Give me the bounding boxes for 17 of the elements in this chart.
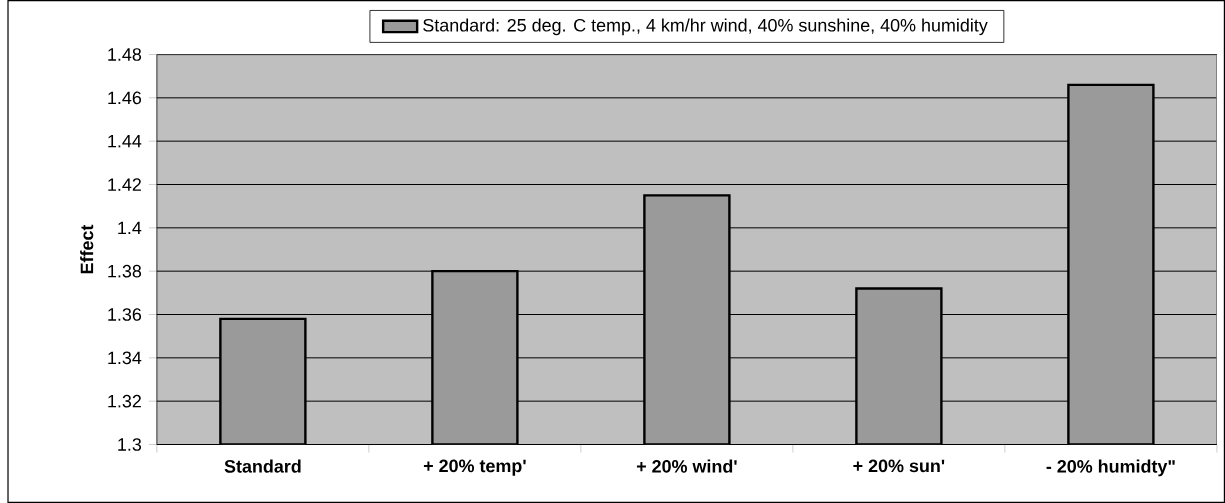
y-tick-label: 1.4 (118, 221, 142, 234)
x-tick-label: - 20% humidty" (1046, 459, 1175, 477)
y-tick-label: 1.34 (108, 351, 142, 365)
x-tick-label: + 20% temp' (423, 459, 526, 476)
y-tick-label: 1.36 (108, 308, 142, 321)
y-tick-label: 1.48 (108, 48, 142, 61)
y-tick-label: 1.42 (108, 178, 141, 191)
y-tick-label: 1.46 (108, 91, 142, 105)
y-tick-label: 1.32 (108, 394, 141, 408)
y-axis-title: Effect (80, 224, 94, 274)
y-tick-label: 1.44 (108, 134, 142, 148)
y-tick-label: 1.3 (118, 438, 142, 451)
x-tick-label: Standard (224, 459, 301, 473)
x-tick-label: + 20% sun' (853, 459, 945, 473)
legend-label: Standard: 25 deg. C temp., 4 km/hr wind, 40% sunshine, 40% humidity (423, 18, 988, 36)
y-tick-label: 1.38 (108, 264, 142, 278)
x-tick-label: + 20% wind' (636, 459, 737, 473)
